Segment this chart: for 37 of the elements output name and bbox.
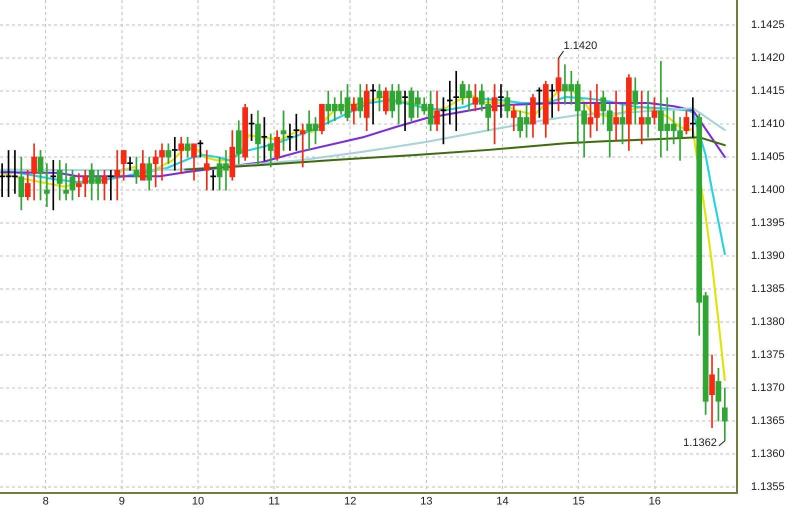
candlestick (645, 90, 651, 138)
x-tick-label: 10 (192, 496, 204, 508)
y-tick-label: 1.1400 (751, 184, 785, 196)
y-tick-label: 1.1425 (751, 19, 785, 32)
x-tick-label: 12 (344, 496, 356, 508)
x-tick-label: 11 (268, 496, 280, 508)
y-tick-label: 1.1395 (751, 217, 785, 230)
candlestick (287, 124, 293, 151)
y-tick-label: 1.1410 (751, 118, 785, 130)
y-tick-label: 1.1385 (751, 283, 785, 296)
x-tick-label: 8 (42, 496, 49, 508)
candlestick (134, 156, 140, 184)
y-tick-label: 1.1355 (751, 481, 785, 494)
x-tick-label: 9 (118, 496, 125, 508)
candlestick (402, 90, 408, 132)
y-tick-label: 1.1365 (751, 415, 785, 428)
x-tick-label: 13 (420, 496, 432, 508)
candlestick (620, 104, 626, 144)
y-tick-label: 1.1415 (751, 85, 785, 98)
annotation: 1.1362 (683, 436, 717, 449)
candlestick (127, 156, 133, 171)
candlestick (498, 84, 504, 118)
candlestick (102, 170, 108, 200)
y-tick-label: 1.1370 (751, 382, 785, 394)
y-tick-label: 1.1360 (751, 448, 785, 460)
y-tick-label: 1.1375 (751, 349, 785, 362)
candlestick (370, 84, 376, 124)
y-tick-label: 1.1380 (751, 316, 785, 328)
candlestick (280, 110, 286, 151)
annotation: 1.1420 (564, 40, 598, 52)
x-tick-label: 16 (648, 496, 661, 508)
y-tick-label: 1.1390 (751, 250, 785, 262)
candlestick (248, 114, 254, 141)
x-tick-label: 15 (572, 496, 585, 508)
x-tick-label: 14 (496, 496, 509, 508)
y-tick-label: 1.1405 (751, 151, 785, 164)
y-tick-label: 1.1420 (751, 52, 785, 64)
